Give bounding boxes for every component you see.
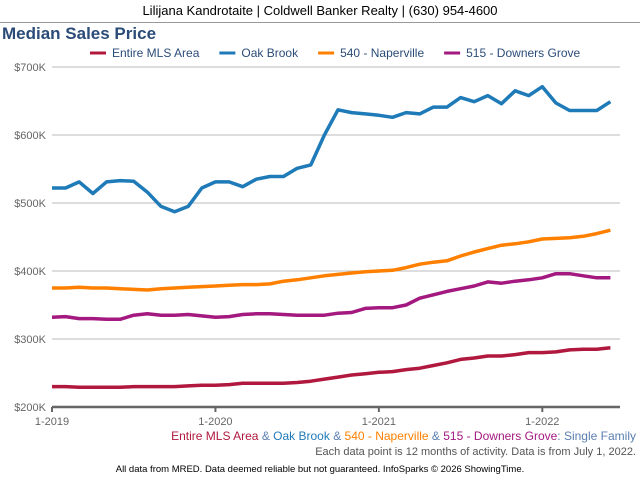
y-tick-label: $600K — [14, 130, 46, 142]
series-line-entire-mls-area — [52, 346, 611, 390]
x-tick-label: 1-2020 — [198, 416, 232, 428]
legend-label: 540 - Naperville — [340, 46, 424, 60]
y-tick-label: $500K — [14, 198, 46, 210]
x-tick-label: 1-2022 — [525, 416, 559, 428]
y-tick-label: $300K — [14, 334, 46, 346]
legend-label: Entire MLS Area — [112, 46, 200, 60]
subtitle-part: Oak Brook — [273, 429, 330, 443]
subtitle-part: & — [428, 429, 444, 443]
subtitle-part: Entire MLS Area — [171, 429, 259, 443]
subtitle-part: & — [258, 429, 274, 443]
series-line-oak-brook — [52, 84, 612, 214]
subtitle-part: 540 - Naperville — [344, 429, 429, 443]
y-tick-label: $700K — [14, 62, 46, 74]
footer-disclaimer: All data from MRED. Data deemed reliable… — [115, 464, 525, 475]
subtitle-part: & — [329, 429, 345, 443]
subtitle-part: 515 - Downers Grove — [443, 429, 558, 443]
legend-label: 515 - Downers Grove — [466, 46, 580, 60]
series-line-540-naperville — [52, 228, 611, 292]
x-tick-label: 1-2019 — [35, 416, 69, 428]
legend-label: Oak Brook — [241, 46, 299, 60]
x-tick-label: 1-2021 — [362, 416, 396, 428]
series-line-515-downers-grove — [51, 271, 611, 322]
y-tick-label: $400K — [14, 266, 46, 278]
agent-header: Lilijana Kandrotaite | Coldwell Banker R… — [0, 0, 640, 23]
chart-note: Each data point is 12 months of activity… — [315, 446, 636, 458]
chart-title: Median Sales Price — [2, 24, 157, 43]
subtitle-part: : Single Family — [557, 429, 636, 443]
chart-subtitle: Entire MLS Area & Oak Brook & 540 - Nape… — [171, 429, 636, 443]
y-tick-label: $200K — [14, 402, 46, 414]
